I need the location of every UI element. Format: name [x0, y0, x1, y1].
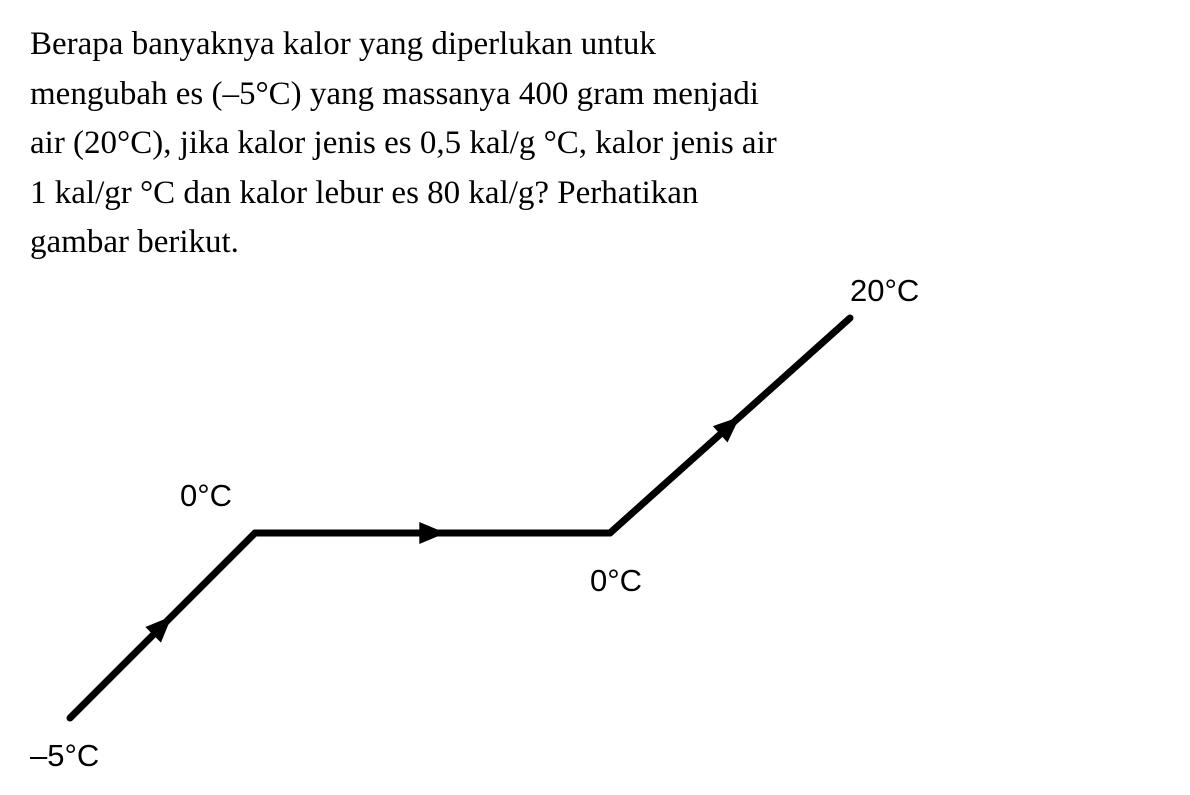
question-line5: gambar berikut. — [30, 224, 239, 260]
phase-diagram: –5°C 0°C 0°C 20°C — [30, 268, 930, 768]
question-line2: mengubah es (–5°C) yang massanya 400 gra… — [30, 76, 759, 112]
label-end: 20°C — [850, 273, 919, 309]
question-text: Berapa banyaknya kalor yang diperlukan u… — [30, 20, 1160, 268]
question-line1: Berapa banyaknya kalor yang diperlukan u… — [30, 26, 656, 62]
label-start: –5°C — [30, 738, 99, 774]
diagram-lines — [70, 318, 850, 718]
question-line4: 1 kal/gr °C dan kalor lebur es 80 kal/g?… — [30, 175, 698, 211]
label-mid2: 0°C — [590, 563, 642, 599]
diagram-svg — [30, 268, 930, 768]
label-mid1: 0°C — [180, 478, 232, 514]
question-line3: air (20°C), jika kalor jenis es 0,5 kal/… — [30, 125, 777, 161]
